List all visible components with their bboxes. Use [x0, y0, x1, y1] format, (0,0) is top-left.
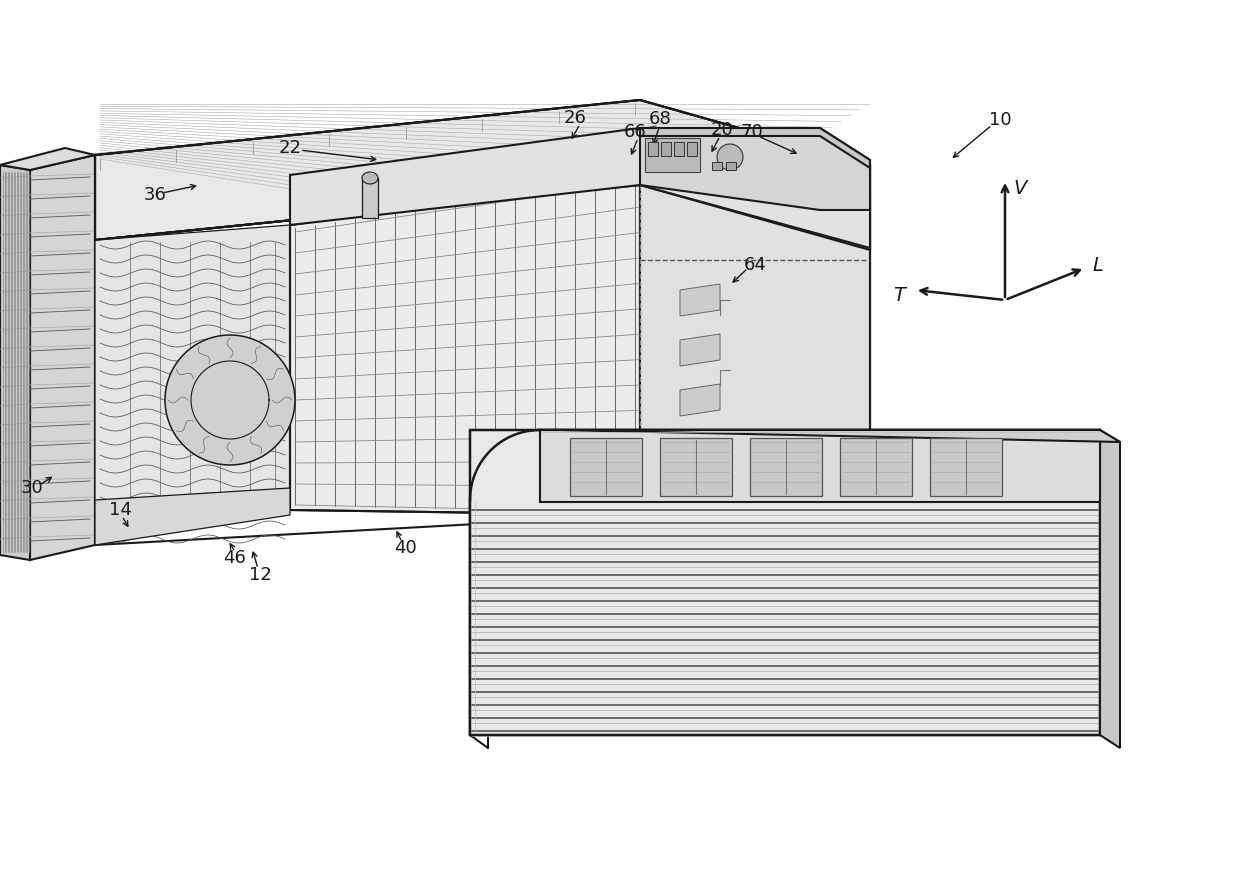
Polygon shape — [165, 335, 295, 465]
Polygon shape — [839, 438, 911, 496]
Text: 40: 40 — [393, 539, 417, 557]
Text: 66: 66 — [624, 123, 646, 141]
Text: 12: 12 — [248, 566, 272, 584]
Polygon shape — [30, 155, 95, 545]
Polygon shape — [0, 148, 95, 170]
Text: 30: 30 — [21, 479, 43, 497]
Polygon shape — [640, 175, 870, 515]
Polygon shape — [95, 225, 290, 545]
Polygon shape — [362, 178, 378, 218]
Polygon shape — [0, 165, 30, 560]
Polygon shape — [362, 172, 378, 184]
Polygon shape — [290, 175, 640, 515]
Text: 24: 24 — [1013, 463, 1037, 481]
Polygon shape — [640, 165, 870, 515]
Text: 20: 20 — [711, 121, 733, 139]
Text: 64: 64 — [744, 256, 766, 274]
Text: 14: 14 — [109, 501, 131, 519]
Polygon shape — [687, 142, 697, 156]
Polygon shape — [640, 128, 870, 168]
Polygon shape — [725, 162, 737, 170]
Polygon shape — [661, 142, 671, 156]
Polygon shape — [290, 128, 870, 248]
Polygon shape — [717, 144, 743, 170]
Polygon shape — [539, 430, 1120, 442]
Polygon shape — [570, 438, 642, 496]
Text: 26: 26 — [563, 109, 587, 127]
Text: T: T — [893, 285, 905, 305]
Polygon shape — [30, 155, 95, 560]
Polygon shape — [640, 128, 870, 210]
Text: 22: 22 — [279, 139, 301, 157]
Text: 70: 70 — [740, 123, 764, 141]
Text: V: V — [1013, 179, 1027, 197]
Polygon shape — [539, 430, 1100, 502]
Polygon shape — [930, 438, 1002, 496]
Polygon shape — [660, 438, 732, 496]
Text: L: L — [1092, 255, 1102, 275]
Polygon shape — [680, 384, 720, 416]
Text: 36: 36 — [144, 186, 166, 204]
Polygon shape — [649, 142, 658, 156]
Text: 68: 68 — [649, 110, 671, 128]
Polygon shape — [95, 488, 290, 545]
Polygon shape — [1100, 430, 1120, 748]
Polygon shape — [645, 138, 701, 172]
Polygon shape — [680, 334, 720, 366]
Polygon shape — [680, 284, 720, 316]
Polygon shape — [95, 100, 870, 250]
Polygon shape — [712, 162, 722, 170]
Polygon shape — [470, 430, 1100, 735]
Polygon shape — [750, 438, 822, 496]
Text: 10: 10 — [988, 111, 1012, 129]
Polygon shape — [675, 142, 684, 156]
Text: 46: 46 — [223, 549, 247, 567]
